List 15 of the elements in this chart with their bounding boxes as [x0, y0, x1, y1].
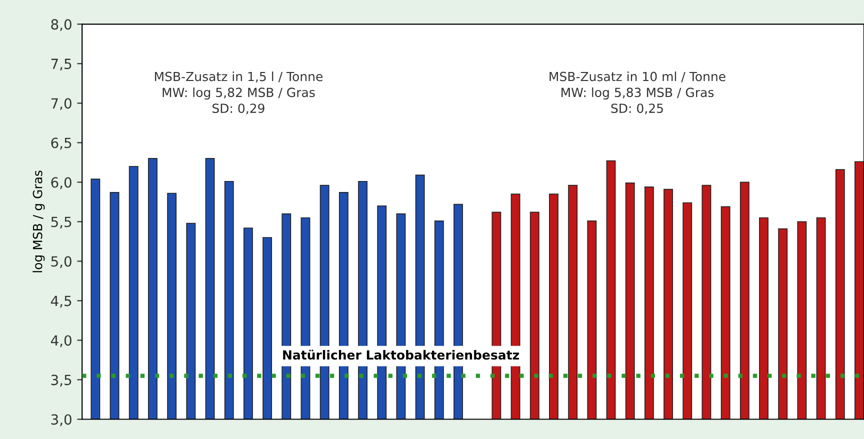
y-tick-label: 7,0	[51, 98, 72, 110]
y-tick-label: 5,5	[51, 216, 72, 229]
y-tick-label: 6,0	[51, 177, 72, 190]
y-tick-label: 5,0	[51, 256, 72, 268]
y-tick-label: 3,0	[51, 414, 72, 426]
y-axis-title: log MSB / g Gras	[32, 170, 45, 272]
ref-line-label: Natürlicher Laktobakterienbesatz	[283, 350, 519, 360]
y-tick-label: 6,5	[51, 138, 72, 150]
annotation: MSB-Zusatz in 10 ml / Tonne MW: log 5,83 MSB / Gras SD: 0,25	[550, 72, 726, 114]
y-tick-label: 4,0	[50, 335, 72, 348]
y-tick-label: 8,0	[51, 19, 72, 32]
y-tick-label: 7,5	[51, 58, 72, 71]
annotation: MSB-Zusatz in 1,5 l / Tonne MW: log 5,82 MSB / Gras SD: 0,29	[154, 72, 323, 114]
y-tick-label: 4,5	[50, 296, 72, 308]
y-tick-label: 3,5	[51, 374, 72, 387]
